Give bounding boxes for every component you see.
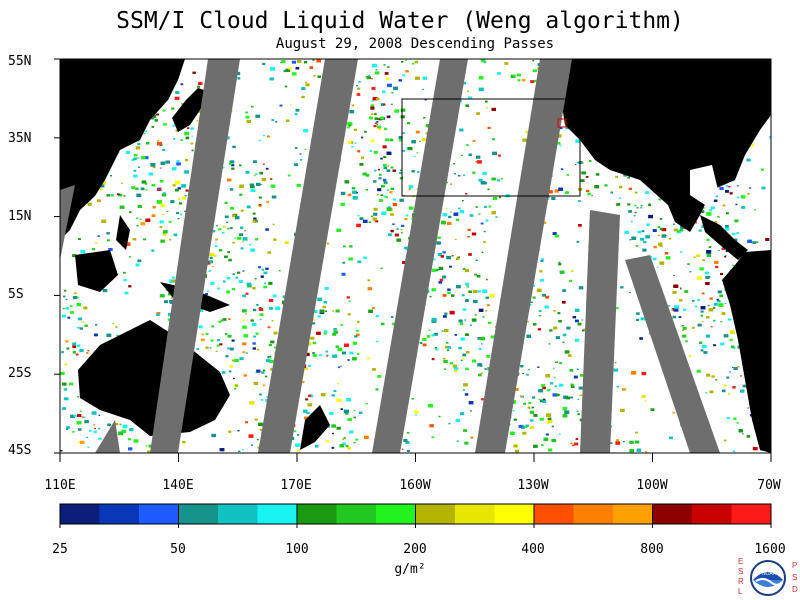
svg-text:D: D xyxy=(792,585,798,594)
lat-label-5s: 5S xyxy=(8,287,24,302)
land-north-america xyxy=(555,59,771,232)
colorbar-swatch xyxy=(336,504,377,524)
svg-text:P: P xyxy=(792,561,797,570)
colorbar-swatch xyxy=(534,504,574,524)
colorbar-swatch xyxy=(297,504,337,524)
svg-text:L: L xyxy=(738,587,743,596)
land-philippines xyxy=(116,215,130,250)
land-japan xyxy=(172,88,210,132)
lon-label-170e: 170E xyxy=(280,478,312,493)
swath-gaps xyxy=(60,59,720,453)
svg-text:S: S xyxy=(738,567,743,576)
lat-label-55n: 55N xyxy=(8,54,32,69)
colorbar-swatch xyxy=(139,504,179,524)
land-south-america xyxy=(722,250,771,453)
colorbar-swatch xyxy=(692,504,732,524)
lat-label-25s: 25S xyxy=(8,366,32,381)
svg-text:NOAA: NOAA xyxy=(762,571,777,577)
colorbar-units: g/m² xyxy=(394,562,426,577)
swath-gap-5 xyxy=(580,210,620,453)
land-borneo xyxy=(75,250,118,292)
colorbar-label-400: 400 xyxy=(521,542,545,557)
colorbar-swatch xyxy=(613,504,653,524)
swath-gap-1 xyxy=(150,59,240,453)
land-new-zealand xyxy=(300,405,330,450)
lat-label-45s: 45S xyxy=(8,443,32,458)
lon-label-110e: 110E xyxy=(44,478,76,493)
small-marker-box xyxy=(557,118,567,128)
colorbar-label-800: 800 xyxy=(640,542,664,557)
colorbar-swatch xyxy=(218,504,258,524)
map-subtitle: August 29, 2008 Descending Passes xyxy=(275,36,555,52)
colorbar-label-1600: 1600 xyxy=(754,542,786,557)
colorbar-swatch xyxy=(573,504,614,524)
colorbar-swatch xyxy=(178,504,219,524)
colorbar-label-25: 25 xyxy=(52,542,68,557)
land-australia xyxy=(78,320,230,436)
colorbar-label-50: 50 xyxy=(170,542,186,557)
colorbar-swatch xyxy=(494,504,535,524)
swath-gap-3 xyxy=(372,59,468,453)
lat-label-15n: 15N xyxy=(8,209,32,224)
colorbar-label-100: 100 xyxy=(285,542,309,557)
colorbar xyxy=(59,503,772,528)
svg-text:R: R xyxy=(738,577,744,586)
colorbar-label-200: 200 xyxy=(403,542,427,557)
lat-label-35n: 35N xyxy=(8,131,32,146)
colorbar-swatch xyxy=(376,504,416,524)
colorbar-swatch xyxy=(652,504,693,524)
axis-ticks xyxy=(54,58,772,462)
lon-label-130w: 130W xyxy=(517,478,549,493)
map-title: SSM/I Cloud Liquid Water (Weng algorithm… xyxy=(116,8,684,34)
land-asia xyxy=(60,59,185,240)
land-gulf-of-mexico-cut xyxy=(690,165,718,205)
swath-gap-8 xyxy=(95,420,120,453)
swath-gap-6 xyxy=(625,255,720,453)
land-central-america xyxy=(700,215,748,260)
svg-text:S: S xyxy=(792,573,797,582)
lon-label-140e: 140E xyxy=(162,478,194,493)
colorbar-swatch xyxy=(99,504,140,524)
colorbar-swatch xyxy=(257,504,298,524)
lon-label-70w: 70W xyxy=(757,478,781,493)
land-masses xyxy=(60,59,771,453)
analysis-region-box xyxy=(401,98,581,197)
colorbar-swatch xyxy=(731,504,772,524)
colorbar-swatch xyxy=(60,504,100,524)
swath-gap-2 xyxy=(258,59,358,453)
lon-label-160w: 160W xyxy=(399,478,431,493)
swath-gap-7 xyxy=(60,185,75,260)
colorbar-swatch xyxy=(455,504,495,524)
colorbar-swatch xyxy=(415,504,456,524)
lon-label-100w: 100W xyxy=(636,478,668,493)
svg-text:E: E xyxy=(738,557,743,566)
swath-gap-4 xyxy=(475,59,572,453)
